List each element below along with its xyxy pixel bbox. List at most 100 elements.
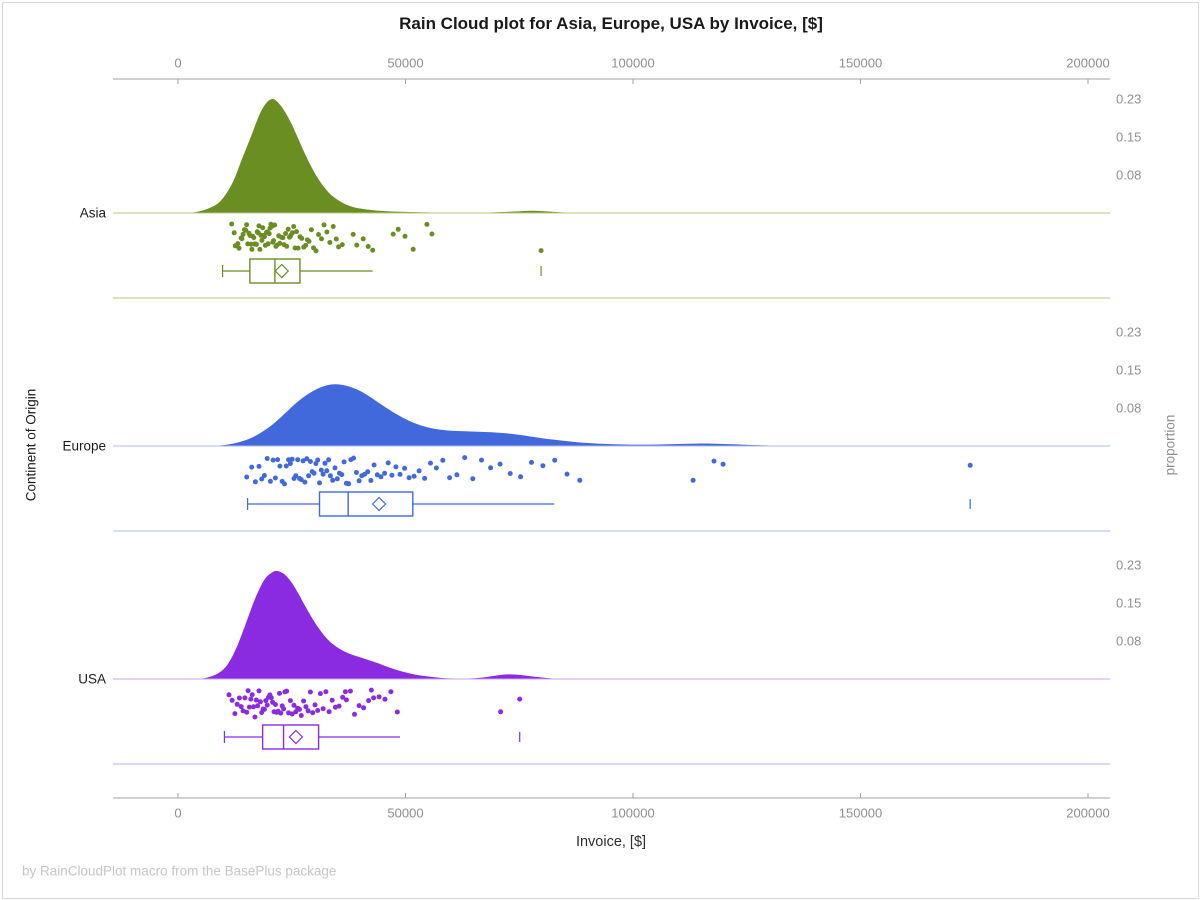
density-area xyxy=(214,384,788,446)
data-point xyxy=(406,475,412,481)
raincloud-group-usa xyxy=(113,570,1110,765)
data-point xyxy=(256,223,262,229)
data-point xyxy=(281,706,287,712)
data-point xyxy=(690,477,696,483)
data-point xyxy=(229,697,235,703)
data-point xyxy=(289,456,295,462)
data-point xyxy=(424,221,430,227)
data-point xyxy=(402,233,408,239)
data-point xyxy=(243,227,249,233)
data-point xyxy=(564,471,570,477)
data-point xyxy=(346,481,352,487)
x-axis-label: Invoice, [$] xyxy=(575,834,647,850)
data-point xyxy=(389,472,395,478)
data-point xyxy=(266,231,272,237)
category-label-asia: Asia xyxy=(79,205,106,221)
data-point xyxy=(711,458,717,464)
data-point xyxy=(395,226,401,232)
data-point xyxy=(303,242,309,248)
data-point xyxy=(280,235,286,241)
data-point xyxy=(293,473,299,479)
data-point xyxy=(272,222,278,228)
data-point xyxy=(253,241,259,247)
data-point xyxy=(285,226,291,232)
data-point xyxy=(428,460,433,466)
data-point xyxy=(304,456,310,462)
proportion-tick-label: 0.23 xyxy=(1116,557,1142,573)
data-point xyxy=(410,246,416,252)
data-point xyxy=(341,459,347,465)
data-point xyxy=(394,709,400,715)
data-point xyxy=(479,457,484,463)
data-point xyxy=(275,457,281,463)
top-axis-tick-label: 0 xyxy=(174,55,182,71)
data-point xyxy=(720,461,726,467)
data-point xyxy=(300,458,306,464)
data-point xyxy=(259,476,265,482)
bottom-axis-tick-label: 200000 xyxy=(1066,805,1110,821)
data-point xyxy=(336,703,342,709)
data-point xyxy=(277,240,283,246)
data-point xyxy=(390,231,396,237)
scatter-points xyxy=(229,221,544,254)
density-area xyxy=(196,570,561,679)
top-axis-tick-label: 150000 xyxy=(838,55,883,71)
bottom-axis-tick-label: 100000 xyxy=(611,805,655,821)
data-point xyxy=(462,455,468,461)
data-point xyxy=(343,697,349,703)
data-point xyxy=(368,687,374,693)
box-plot xyxy=(247,491,971,517)
box-plot xyxy=(221,258,542,284)
data-point xyxy=(365,469,371,475)
data-point xyxy=(376,694,382,700)
bottom-axis-tick-label: 0 xyxy=(174,805,182,821)
proportion-tick-label: 0.08 xyxy=(1116,400,1142,416)
data-point xyxy=(360,236,366,242)
data-point xyxy=(271,238,277,244)
proportion-tick-label: 0.15 xyxy=(1116,129,1142,145)
data-point xyxy=(277,690,282,696)
data-point xyxy=(368,478,374,483)
data-point xyxy=(334,476,340,482)
density-area xyxy=(184,99,579,213)
data-point xyxy=(291,224,297,229)
data-point xyxy=(382,470,388,476)
footer-note: by RainCloudPlot macro from the BasePlus… xyxy=(22,863,337,879)
data-point xyxy=(302,479,308,485)
data-point xyxy=(353,470,359,475)
data-point xyxy=(332,465,338,471)
data-point xyxy=(257,699,263,705)
data-point xyxy=(244,222,250,228)
scatter-points xyxy=(226,687,523,720)
data-point xyxy=(303,704,309,710)
data-point xyxy=(283,231,289,236)
data-point xyxy=(347,688,353,694)
scatter-points xyxy=(244,455,973,487)
data-point xyxy=(236,695,242,701)
data-point xyxy=(552,457,558,463)
data-point xyxy=(253,697,259,703)
data-point xyxy=(234,701,240,707)
data-point xyxy=(246,704,252,710)
box-iqr xyxy=(318,491,414,517)
data-point xyxy=(507,471,513,476)
data-point xyxy=(433,465,439,471)
data-point xyxy=(317,691,323,697)
data-point xyxy=(393,464,399,470)
data-point xyxy=(294,229,299,235)
proportion-tick-label: 0.08 xyxy=(1116,633,1142,649)
data-point xyxy=(264,456,270,461)
data-point xyxy=(365,244,371,249)
data-point xyxy=(307,689,313,695)
data-point xyxy=(262,234,267,240)
data-point xyxy=(324,229,330,235)
data-point xyxy=(326,709,332,715)
data-point xyxy=(235,241,241,247)
data-point xyxy=(256,463,262,469)
data-point xyxy=(370,247,376,253)
data-point xyxy=(255,703,261,709)
data-point xyxy=(270,457,276,463)
data-point xyxy=(315,457,321,463)
